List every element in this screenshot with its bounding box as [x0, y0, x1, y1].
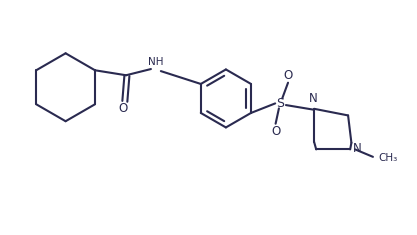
Text: NH: NH	[148, 57, 163, 67]
Text: O: O	[284, 69, 293, 82]
Text: O: O	[118, 102, 127, 115]
Text: S: S	[276, 97, 284, 110]
Text: N: N	[353, 142, 362, 155]
Text: O: O	[271, 125, 280, 138]
Text: N: N	[309, 92, 318, 105]
Text: CH₃: CH₃	[378, 153, 397, 163]
